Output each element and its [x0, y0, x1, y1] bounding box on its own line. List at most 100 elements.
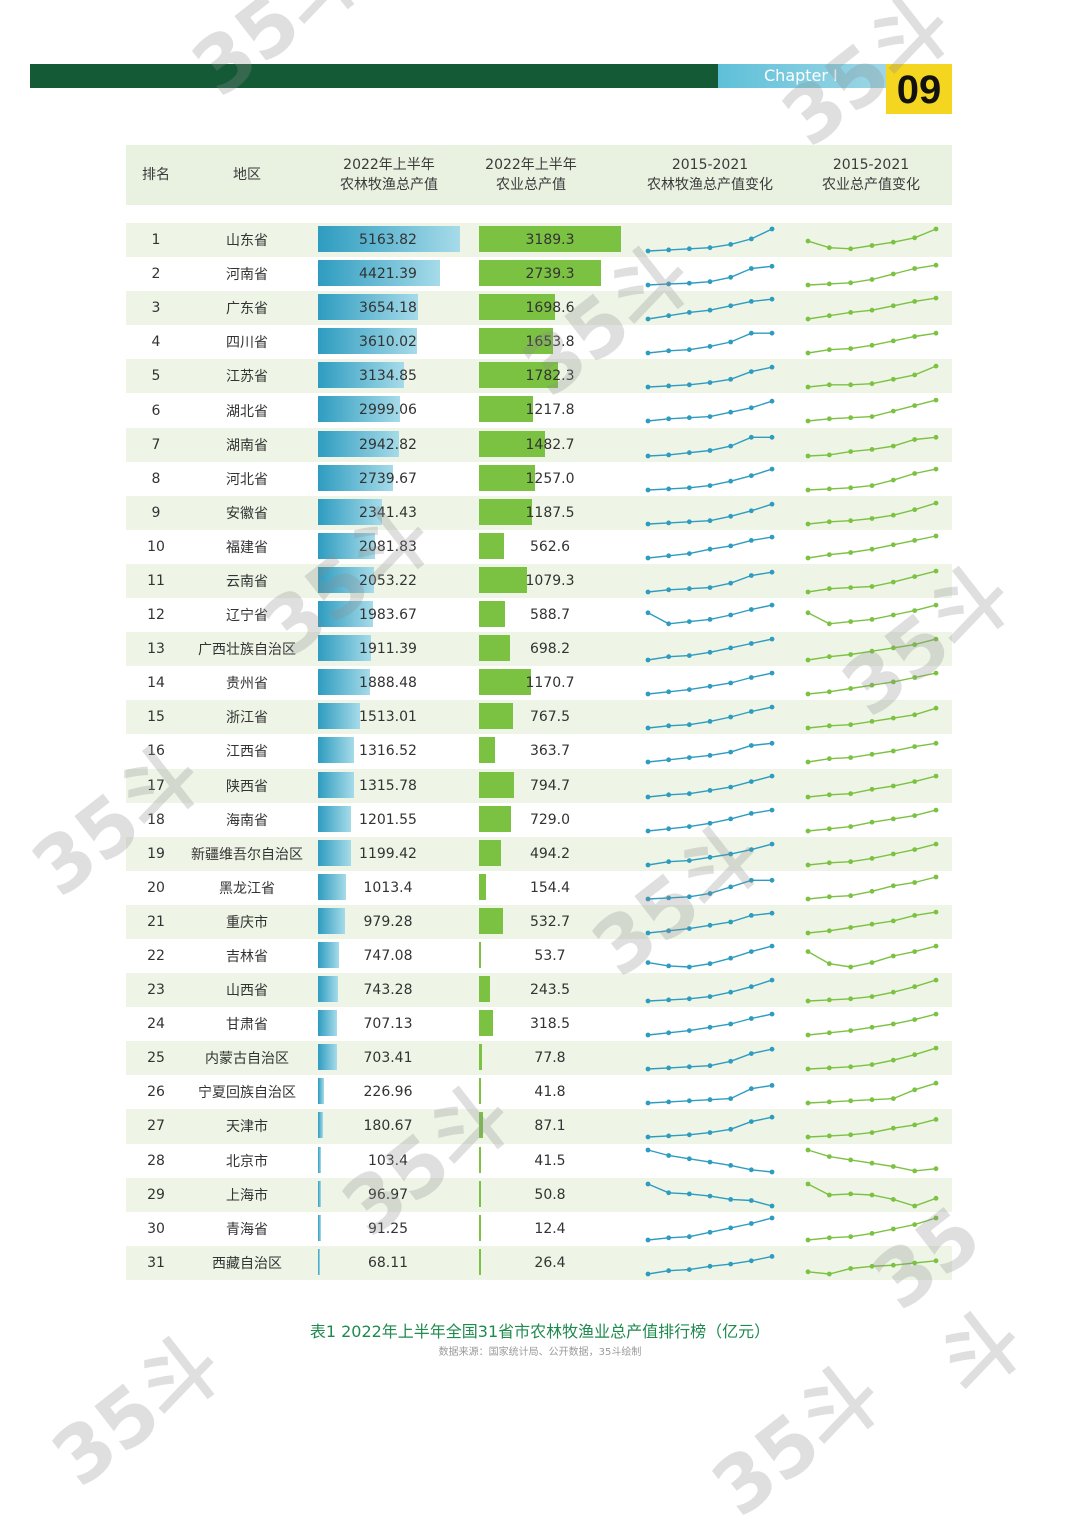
rank-cell: 19 — [147, 845, 165, 862]
watermark: 35斗 — [176, 0, 379, 115]
trend-point — [728, 580, 734, 586]
agri-value: 1257.0 — [525, 470, 575, 487]
trend-point — [848, 996, 854, 1002]
trend-point — [707, 719, 713, 725]
trend-point — [686, 926, 692, 931]
trend-point — [769, 741, 775, 747]
trend-point — [805, 760, 811, 765]
agri-value: 26.4 — [534, 1254, 566, 1271]
trend-point — [707, 414, 713, 420]
trend-point — [805, 589, 811, 595]
trend-point — [686, 280, 692, 286]
trend-point — [848, 448, 854, 454]
trend-point — [686, 1234, 692, 1239]
trend-point — [707, 1193, 713, 1199]
region-cell: 吉林省 — [226, 949, 268, 966]
trend-sparkline — [805, 670, 939, 697]
trend-point — [933, 1011, 939, 1017]
trend-point — [912, 507, 918, 512]
trend-point — [707, 1263, 713, 1269]
table-header: 排名 地区 2022年上半年 农林牧渔总产值 2022年上半年 农业总产值 20… — [126, 145, 952, 205]
trend-point — [707, 753, 713, 759]
rank-cell: 11 — [147, 572, 165, 589]
trend-point — [728, 478, 734, 484]
trend-point — [686, 964, 692, 970]
trend-point — [805, 453, 811, 458]
total-value: 3134.85 — [359, 368, 417, 385]
trend-point — [869, 343, 875, 348]
trend-point — [869, 243, 875, 248]
trend-point — [686, 415, 692, 421]
trend-point — [769, 670, 775, 676]
trend-point — [666, 689, 672, 695]
trend-sparkline — [645, 1011, 775, 1038]
trend-point — [933, 1165, 939, 1171]
trend-point — [707, 890, 713, 896]
trend-point — [826, 997, 832, 1003]
trend-sparkline — [805, 874, 939, 902]
trend-point — [933, 364, 939, 369]
region-cell: 河南省 — [226, 267, 268, 284]
agri-value: 494.2 — [529, 845, 571, 862]
trend-point — [869, 888, 875, 894]
trend-point — [912, 372, 918, 378]
region-cell: 青海省 — [226, 1221, 268, 1238]
trend-point — [686, 790, 692, 796]
rank-cell: 4 — [151, 334, 161, 351]
table-row: 8 河北省 2739.67 1257.0 — [126, 462, 952, 496]
trend-point — [748, 912, 754, 918]
trend-point — [728, 303, 734, 309]
trend-point — [707, 245, 713, 251]
trend-point — [912, 879, 918, 885]
trend-point — [707, 482, 713, 488]
trend-point — [826, 1271, 832, 1277]
trend-point — [748, 1220, 754, 1226]
trend-point — [707, 961, 713, 967]
trend-point — [848, 1265, 854, 1271]
region-cell: 新疆维吾尔自治区 — [191, 846, 303, 863]
region-cell: 山西省 — [226, 983, 268, 1000]
rank-cell: 7 — [151, 436, 161, 453]
trend-point — [890, 749, 896, 754]
agri-value: 12.4 — [534, 1220, 566, 1237]
trend-point — [912, 912, 918, 918]
trend-point — [728, 1059, 734, 1064]
trend-point — [645, 760, 651, 765]
agri-value: 698.2 — [529, 641, 571, 658]
col-total-header: 2022年上半年 农林牧渔总产值 — [340, 157, 438, 193]
trend-point — [707, 820, 713, 826]
header-bar — [30, 64, 720, 88]
agri-value: 588.7 — [529, 607, 571, 624]
table-row: 1 山东省 5163.82 3189.3 — [126, 223, 952, 258]
region-cell: 甘肃省 — [226, 1017, 268, 1034]
trend-point — [769, 1115, 775, 1121]
trend-point — [826, 519, 832, 524]
trend-point — [645, 248, 651, 254]
trend-sparkline — [805, 1181, 939, 1209]
trend-point — [869, 1263, 875, 1269]
rank-cell: 13 — [147, 641, 165, 658]
trend-sparkline — [645, 636, 775, 663]
total-value: 1316.52 — [359, 743, 417, 760]
trend-point — [686, 1098, 692, 1104]
total-value: 1199.42 — [359, 845, 417, 862]
trend-point — [686, 519, 692, 524]
trend-point — [912, 642, 918, 648]
trend-point — [912, 608, 918, 614]
trend-point — [912, 299, 918, 304]
trend-point — [645, 828, 651, 833]
trend-point — [645, 657, 651, 663]
table-row: 7 湖南省 2942.82 1482.7 — [126, 427, 952, 462]
trend-point — [769, 1047, 775, 1052]
trend-point — [933, 226, 939, 232]
trend-point — [869, 1025, 875, 1030]
table-row: 12 辽宁省 1983.67 588.7 — [126, 598, 952, 632]
trend-point — [707, 447, 713, 453]
trend-point — [890, 883, 896, 888]
trend-point — [728, 955, 734, 961]
trend-point — [707, 1097, 713, 1103]
table-row: 3 广东省 3654.18 1698.6 — [126, 291, 952, 326]
trend-point — [769, 331, 775, 336]
agri-value: 87.1 — [534, 1118, 566, 1135]
trend-point — [912, 846, 918, 852]
